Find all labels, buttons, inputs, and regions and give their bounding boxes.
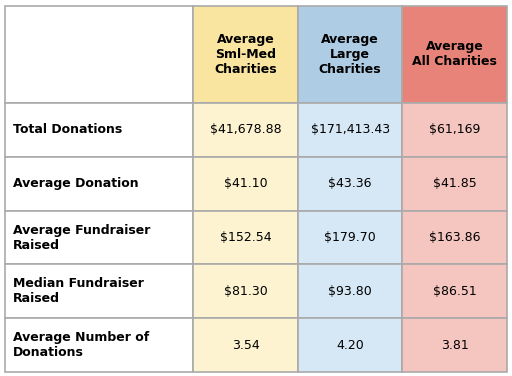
- Text: $61,169: $61,169: [429, 123, 480, 136]
- Bar: [402, 318, 507, 372]
- Text: $152.54: $152.54: [220, 231, 271, 244]
- Bar: [298, 6, 402, 103]
- Bar: [5, 318, 194, 372]
- Bar: [5, 157, 194, 211]
- Text: $171,413.43: $171,413.43: [310, 123, 390, 136]
- Text: Median Fundraiser
Raised: Median Fundraiser Raised: [13, 277, 144, 305]
- Bar: [402, 211, 507, 264]
- Text: $163.86: $163.86: [429, 231, 480, 244]
- Bar: [298, 103, 402, 157]
- Bar: [5, 6, 194, 103]
- Text: Average Fundraiser
Raised: Average Fundraiser Raised: [13, 223, 150, 252]
- Bar: [194, 264, 298, 318]
- Bar: [298, 264, 402, 318]
- Bar: [402, 103, 507, 157]
- Text: $93.80: $93.80: [328, 285, 372, 298]
- Text: 4.20: 4.20: [336, 339, 364, 352]
- Text: Average Number of
Donations: Average Number of Donations: [13, 331, 149, 359]
- Text: 3.81: 3.81: [441, 339, 468, 352]
- Bar: [194, 157, 298, 211]
- Bar: [298, 211, 402, 264]
- Text: Total Donations: Total Donations: [13, 123, 122, 136]
- Text: $81.30: $81.30: [224, 285, 267, 298]
- Bar: [5, 211, 194, 264]
- Text: Average
All Charities: Average All Charities: [412, 40, 497, 68]
- Bar: [402, 6, 507, 103]
- Bar: [194, 103, 298, 157]
- Text: $41,678.88: $41,678.88: [210, 123, 282, 136]
- Text: $179.70: $179.70: [324, 231, 376, 244]
- Bar: [194, 318, 298, 372]
- Bar: [5, 264, 194, 318]
- Bar: [194, 211, 298, 264]
- Text: $43.36: $43.36: [328, 177, 372, 190]
- Text: $41.10: $41.10: [224, 177, 267, 190]
- Bar: [402, 264, 507, 318]
- Text: $41.85: $41.85: [433, 177, 477, 190]
- Text: $86.51: $86.51: [433, 285, 477, 298]
- Text: Average
Large
Charities: Average Large Charities: [319, 33, 381, 76]
- Text: Average Donation: Average Donation: [13, 177, 138, 190]
- Bar: [5, 103, 194, 157]
- Bar: [194, 6, 298, 103]
- Text: Average
Sml-Med
Charities: Average Sml-Med Charities: [214, 33, 277, 76]
- Bar: [402, 157, 507, 211]
- Bar: [298, 318, 402, 372]
- Text: 3.54: 3.54: [231, 339, 260, 352]
- Bar: [298, 157, 402, 211]
